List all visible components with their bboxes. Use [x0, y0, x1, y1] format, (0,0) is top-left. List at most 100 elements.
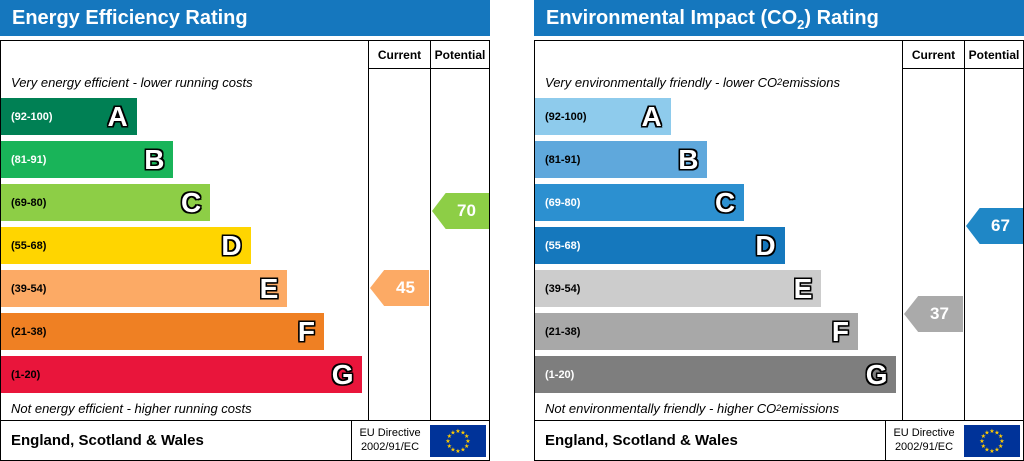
svg-text:★: ★	[445, 438, 450, 445]
current-column-header: Current	[903, 41, 964, 69]
band-letter: G	[331, 358, 354, 390]
band-range-label: (69-80)	[11, 196, 47, 209]
band-letter: A	[107, 100, 128, 132]
band-range-label: (1-20)	[11, 368, 41, 381]
svg-text:★: ★	[447, 443, 452, 450]
band-range-label: (81-91)	[545, 153, 581, 166]
band-letter: B	[144, 143, 165, 175]
bottom-note-text: Not energy efficient - higher running co…	[11, 400, 252, 416]
top-note-suffix: emissions	[782, 74, 841, 90]
svg-text:★: ★	[464, 443, 469, 450]
band-bar-f: (21-38) F	[535, 313, 858, 350]
potential-column-header: Potential	[431, 41, 489, 69]
rating-band-row-e: (39-54) E	[535, 267, 902, 310]
rating-band-row-e: (39-54) E	[1, 267, 368, 310]
region-label: England, Scotland & Wales	[545, 432, 738, 449]
potential-rating-value: 67	[991, 216, 1010, 235]
eu-directive-text: EU Directive 2002/91/EC	[355, 427, 425, 455]
svg-text:★: ★	[989, 428, 994, 435]
bottom-note: Not energy efficient - higher running co…	[1, 396, 489, 420]
top-note: Very environmentally friendly - lower CO…	[535, 69, 1023, 95]
rating-band-row-b: (81-91) B	[535, 138, 902, 181]
top-note-subscript: 2	[777, 77, 783, 87]
environmental-impact-rating-chart: Environmental Impact (CO 2) Rating Curren…	[534, 0, 1024, 461]
svg-text:★: ★	[450, 429, 455, 436]
current-rating-value: 45	[396, 278, 415, 297]
band-letter: B	[678, 143, 699, 175]
current-column-header: Current	[369, 41, 430, 69]
band-letter: C	[714, 186, 736, 218]
svg-text:★: ★	[981, 433, 986, 440]
bottom-note-subscript: 2	[776, 403, 782, 413]
bottom-note: Not environmentally friendly - higher CO…	[535, 396, 1023, 420]
svg-text:★: ★	[994, 446, 999, 453]
svg-text:★: ★	[455, 428, 460, 435]
chart-title-bar: Environmental Impact (CO 2) Rating	[534, 0, 1024, 36]
svg-text:★: ★	[989, 448, 994, 455]
current-column-divider	[368, 41, 369, 420]
band-range-label: (92-100)	[11, 110, 53, 123]
band-letter: A	[641, 100, 662, 132]
rating-band-row-a: (92-100) A	[1, 95, 368, 138]
band-range-label: (21-38)	[545, 325, 581, 338]
band-letter: C	[180, 186, 202, 218]
eu-flag-icon: ★ ★★ ★★★ ★★★ ★★★	[964, 424, 1020, 457]
top-note-text: Very environmentally friendly - lower CO	[545, 74, 778, 90]
chart-footer: England, Scotland & Wales EU Directive 2…	[1, 420, 489, 460]
eu-directive-line1: EU Directive	[359, 426, 421, 439]
chart-title-bar: Energy Efficiency Rating	[0, 0, 490, 36]
chart-footer: England, Scotland & Wales EU Directive 2…	[535, 420, 1023, 460]
band-bar-a: (92-100) A	[1, 98, 137, 135]
rating-band-row-f: (21-38) F	[1, 310, 368, 353]
rating-band-row-a: (92-100) A	[535, 95, 902, 138]
chart-body: Current Potential Very environmentally f…	[534, 40, 1024, 461]
svg-text:★: ★	[999, 438, 1004, 445]
svg-text:★: ★	[994, 429, 999, 436]
band-letter: D	[221, 229, 242, 261]
svg-text:★: ★	[998, 443, 1003, 450]
rating-band-row-c: (69-80) C	[1, 181, 368, 224]
rating-band-row-c: (69-80) C	[535, 181, 902, 224]
eu-directive-line2: 2002/91/EC	[894, 440, 954, 453]
eu-flag-icon: ★ ★★ ★★★ ★★★ ★★★	[430, 424, 486, 457]
svg-text:★: ★	[984, 429, 989, 436]
band-bar-c: (69-80) C	[1, 184, 211, 221]
rating-band-row-f: (21-38) F	[535, 310, 902, 353]
top-note: Very energy efficient - lower running co…	[1, 69, 489, 95]
band-letter: D	[755, 229, 776, 261]
potential-column-header: Potential	[965, 41, 1023, 69]
energy-efficiency-rating-chart: Energy Efficiency Rating Current Potenti…	[0, 0, 490, 461]
potential-rating-value: 70	[457, 201, 476, 220]
band-letter: F	[297, 315, 315, 347]
current-rating-arrow: 45	[370, 270, 429, 306]
band-bar-d: (55-68) D	[535, 227, 785, 264]
band-bar-b: (81-91) B	[535, 141, 708, 178]
band-bar-e: (39-54) E	[535, 270, 822, 307]
band-range-label: (55-68)	[545, 239, 581, 252]
current-column-divider	[902, 41, 903, 420]
band-range-label: (39-54)	[545, 282, 581, 295]
chart-title-subscript: 2	[797, 17, 805, 32]
band-range-label: (81-91)	[11, 153, 47, 166]
bottom-note-text: Not environmentally friendly - higher CO	[545, 400, 777, 416]
rating-band-row-d: (55-68) D	[535, 224, 902, 267]
svg-text:★: ★	[455, 448, 460, 455]
svg-text:★: ★	[998, 433, 1003, 440]
potential-column-divider	[430, 41, 431, 420]
eu-directive-text: EU Directive 2002/91/EC	[889, 427, 959, 455]
band-range-label: (1-20)	[545, 368, 575, 381]
rating-band-row-d: (55-68) D	[1, 224, 368, 267]
bottom-note-suffix: emissions	[781, 400, 840, 416]
eu-directive-line1: EU Directive	[893, 426, 955, 439]
svg-text:★: ★	[979, 438, 984, 445]
band-bar-g: (1-20) G	[1, 356, 363, 393]
svg-text:★: ★	[464, 433, 469, 440]
current-rating-arrow: 37	[904, 296, 963, 332]
potential-rating-arrow: 70	[432, 193, 489, 229]
band-range-label: (39-54)	[11, 282, 47, 295]
potential-column-divider	[964, 41, 965, 420]
band-bar-f: (21-38) F	[1, 313, 324, 350]
svg-text:★: ★	[460, 429, 465, 436]
rating-band-row-g: (1-20) G	[535, 353, 902, 396]
